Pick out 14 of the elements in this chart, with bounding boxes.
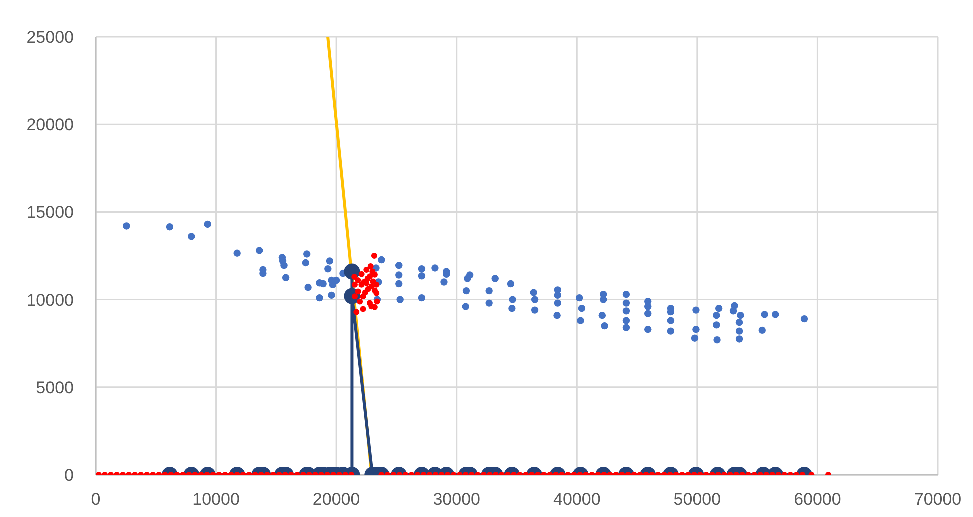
x-tick-label: 10000 — [192, 490, 240, 509]
y-tick-label: 25000 — [26, 28, 74, 47]
x-tick-label: 50000 — [674, 490, 722, 509]
x-tick-label: 60000 — [794, 490, 842, 509]
x-tick-label: 70000 — [914, 490, 962, 509]
y-tick-label: 0 — [64, 466, 74, 485]
x-tick-label: 30000 — [433, 490, 480, 509]
x-tick-label: 20000 — [312, 490, 360, 509]
y-tick-label: 15000 — [26, 203, 74, 222]
x-tick-label: 0 — [91, 490, 101, 509]
y-tick-label: 5000 — [36, 378, 74, 398]
y-tick-label: 10000 — [26, 290, 74, 310]
y-tick-label: 20000 — [26, 116, 74, 135]
x-tick-label: 40000 — [554, 490, 601, 509]
